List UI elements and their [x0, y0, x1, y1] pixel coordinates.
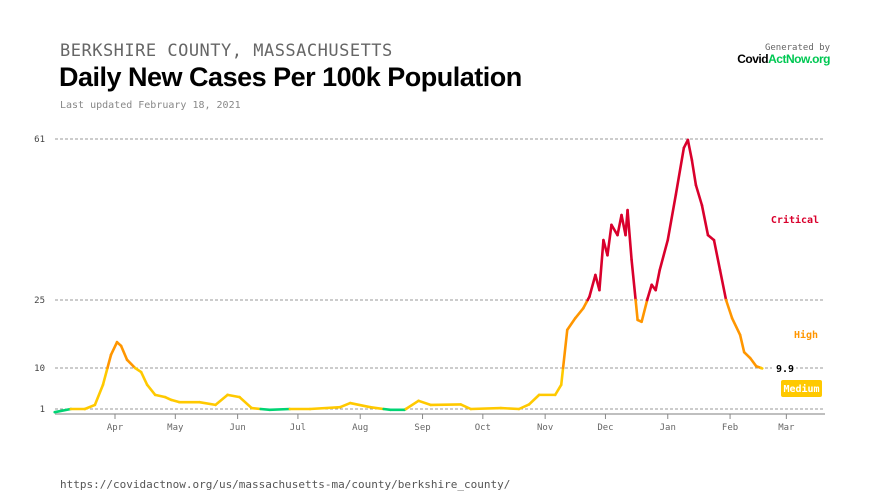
data-line-segment	[250, 406, 263, 411]
y-tick-label: 10	[34, 364, 45, 374]
data-line-segment	[53, 407, 73, 414]
data-line-segment	[499, 406, 521, 411]
data-line-segment	[630, 258, 637, 302]
high-label: High	[794, 329, 818, 341]
x-tick-label: Nov	[537, 423, 553, 433]
data-line-segment	[559, 366, 565, 387]
x-tick-label: Mar	[778, 423, 795, 433]
data-line-segment	[145, 383, 157, 397]
last-updated: Last updated February 18, 2021	[60, 100, 241, 111]
data-line-segment	[700, 203, 710, 237]
data-line-segment	[153, 393, 167, 399]
data-line-segment	[565, 316, 577, 332]
data-line-segment	[226, 393, 241, 399]
y-tick-label: 25	[34, 296, 45, 306]
data-line-segment	[598, 238, 605, 292]
data-line-segment	[712, 238, 722, 272]
data-line-segment	[686, 138, 694, 162]
data-line-segment	[139, 370, 149, 387]
data-line-segment	[730, 316, 742, 337]
data-line-segment	[674, 146, 686, 197]
x-tick-label: Dec	[597, 423, 613, 433]
data-line-segment	[616, 213, 623, 237]
data-line-segment	[119, 344, 129, 362]
data-line-segment	[646, 283, 653, 300]
data-line-segment	[417, 399, 432, 407]
data-line-segment	[738, 333, 746, 354]
data-line-segment	[109, 340, 119, 357]
value-label-bg	[772, 363, 796, 374]
data-line-segment	[83, 403, 97, 411]
x-tick-label: May	[167, 423, 184, 433]
data-line-segment	[610, 223, 619, 237]
data-line-segment	[106, 353, 113, 370]
data-line-segment	[606, 223, 613, 257]
x-tick-label: Jul	[290, 423, 306, 433]
data-line-segment	[553, 383, 563, 397]
critical-label: Critical	[771, 214, 819, 226]
data-line-segment	[640, 298, 649, 324]
x-tick-label: Sep	[414, 423, 430, 433]
data-line-segment	[527, 393, 541, 406]
data-line-segment	[268, 407, 292, 412]
brand-logo[interactable]: CovidActNow.org	[737, 52, 830, 66]
y-tick-label: 61	[34, 135, 45, 145]
data-line-segment	[573, 306, 585, 320]
data-line-segment	[348, 401, 372, 409]
data-line-segment	[582, 298, 589, 310]
x-tick-label: Jun	[229, 423, 245, 433]
data-line-segment	[198, 400, 217, 407]
data-line-segment	[214, 393, 229, 407]
y-tick-label: 1	[40, 405, 45, 415]
data-line-segment	[654, 268, 662, 292]
data-line-segment	[658, 238, 670, 272]
data-line-segment	[101, 366, 109, 387]
data-line-segment	[459, 403, 473, 411]
brand-part-b: ActNow.org	[768, 52, 830, 66]
data-line-segment	[238, 395, 253, 410]
data-line-segment	[404, 399, 420, 411]
data-line-segment	[718, 268, 728, 302]
data-line-segment	[308, 405, 342, 411]
x-tick-label: Feb	[722, 423, 738, 433]
data-line-segment	[125, 358, 137, 370]
data-line-segment	[469, 406, 503, 411]
x-tick-label: Jan	[660, 423, 676, 433]
data-line-segment	[338, 401, 352, 409]
data-line-segment	[748, 356, 758, 368]
x-tick-label: Oct	[475, 423, 491, 433]
chart-title: Daily New Cases Per 100k Population	[59, 62, 522, 92]
data-line-segment	[634, 298, 639, 322]
data-line-segment	[626, 208, 633, 262]
data-line-segment	[93, 383, 105, 407]
region-subtitle: BERKSHIRE COUNTY, MASSACHUSETTS	[60, 41, 393, 61]
medium-badge	[781, 380, 822, 397]
x-tick-label: Aug	[352, 423, 368, 433]
data-line-segment	[690, 158, 698, 187]
data-line-segment	[742, 350, 752, 360]
source-url[interactable]: https://covidactnow.org/us/massachusetts…	[60, 478, 511, 491]
data-line-segment	[561, 328, 569, 370]
medium-label: Medium	[783, 383, 819, 395]
data-line-segment	[368, 405, 385, 411]
data-line-segment	[666, 193, 678, 242]
data-line-segment	[517, 403, 531, 411]
data-line-segment	[259, 407, 272, 412]
data-line-segment	[588, 273, 597, 299]
data-line-segment	[694, 183, 704, 207]
brand-part-a: Covid	[737, 52, 769, 66]
x-tick-label: Apr	[107, 423, 124, 433]
last-value-label: 9.9	[776, 364, 794, 375]
data-line-segment	[169, 398, 181, 404]
generated-by-label: Generated by	[764, 43, 830, 53]
data-line-segment	[724, 298, 734, 320]
